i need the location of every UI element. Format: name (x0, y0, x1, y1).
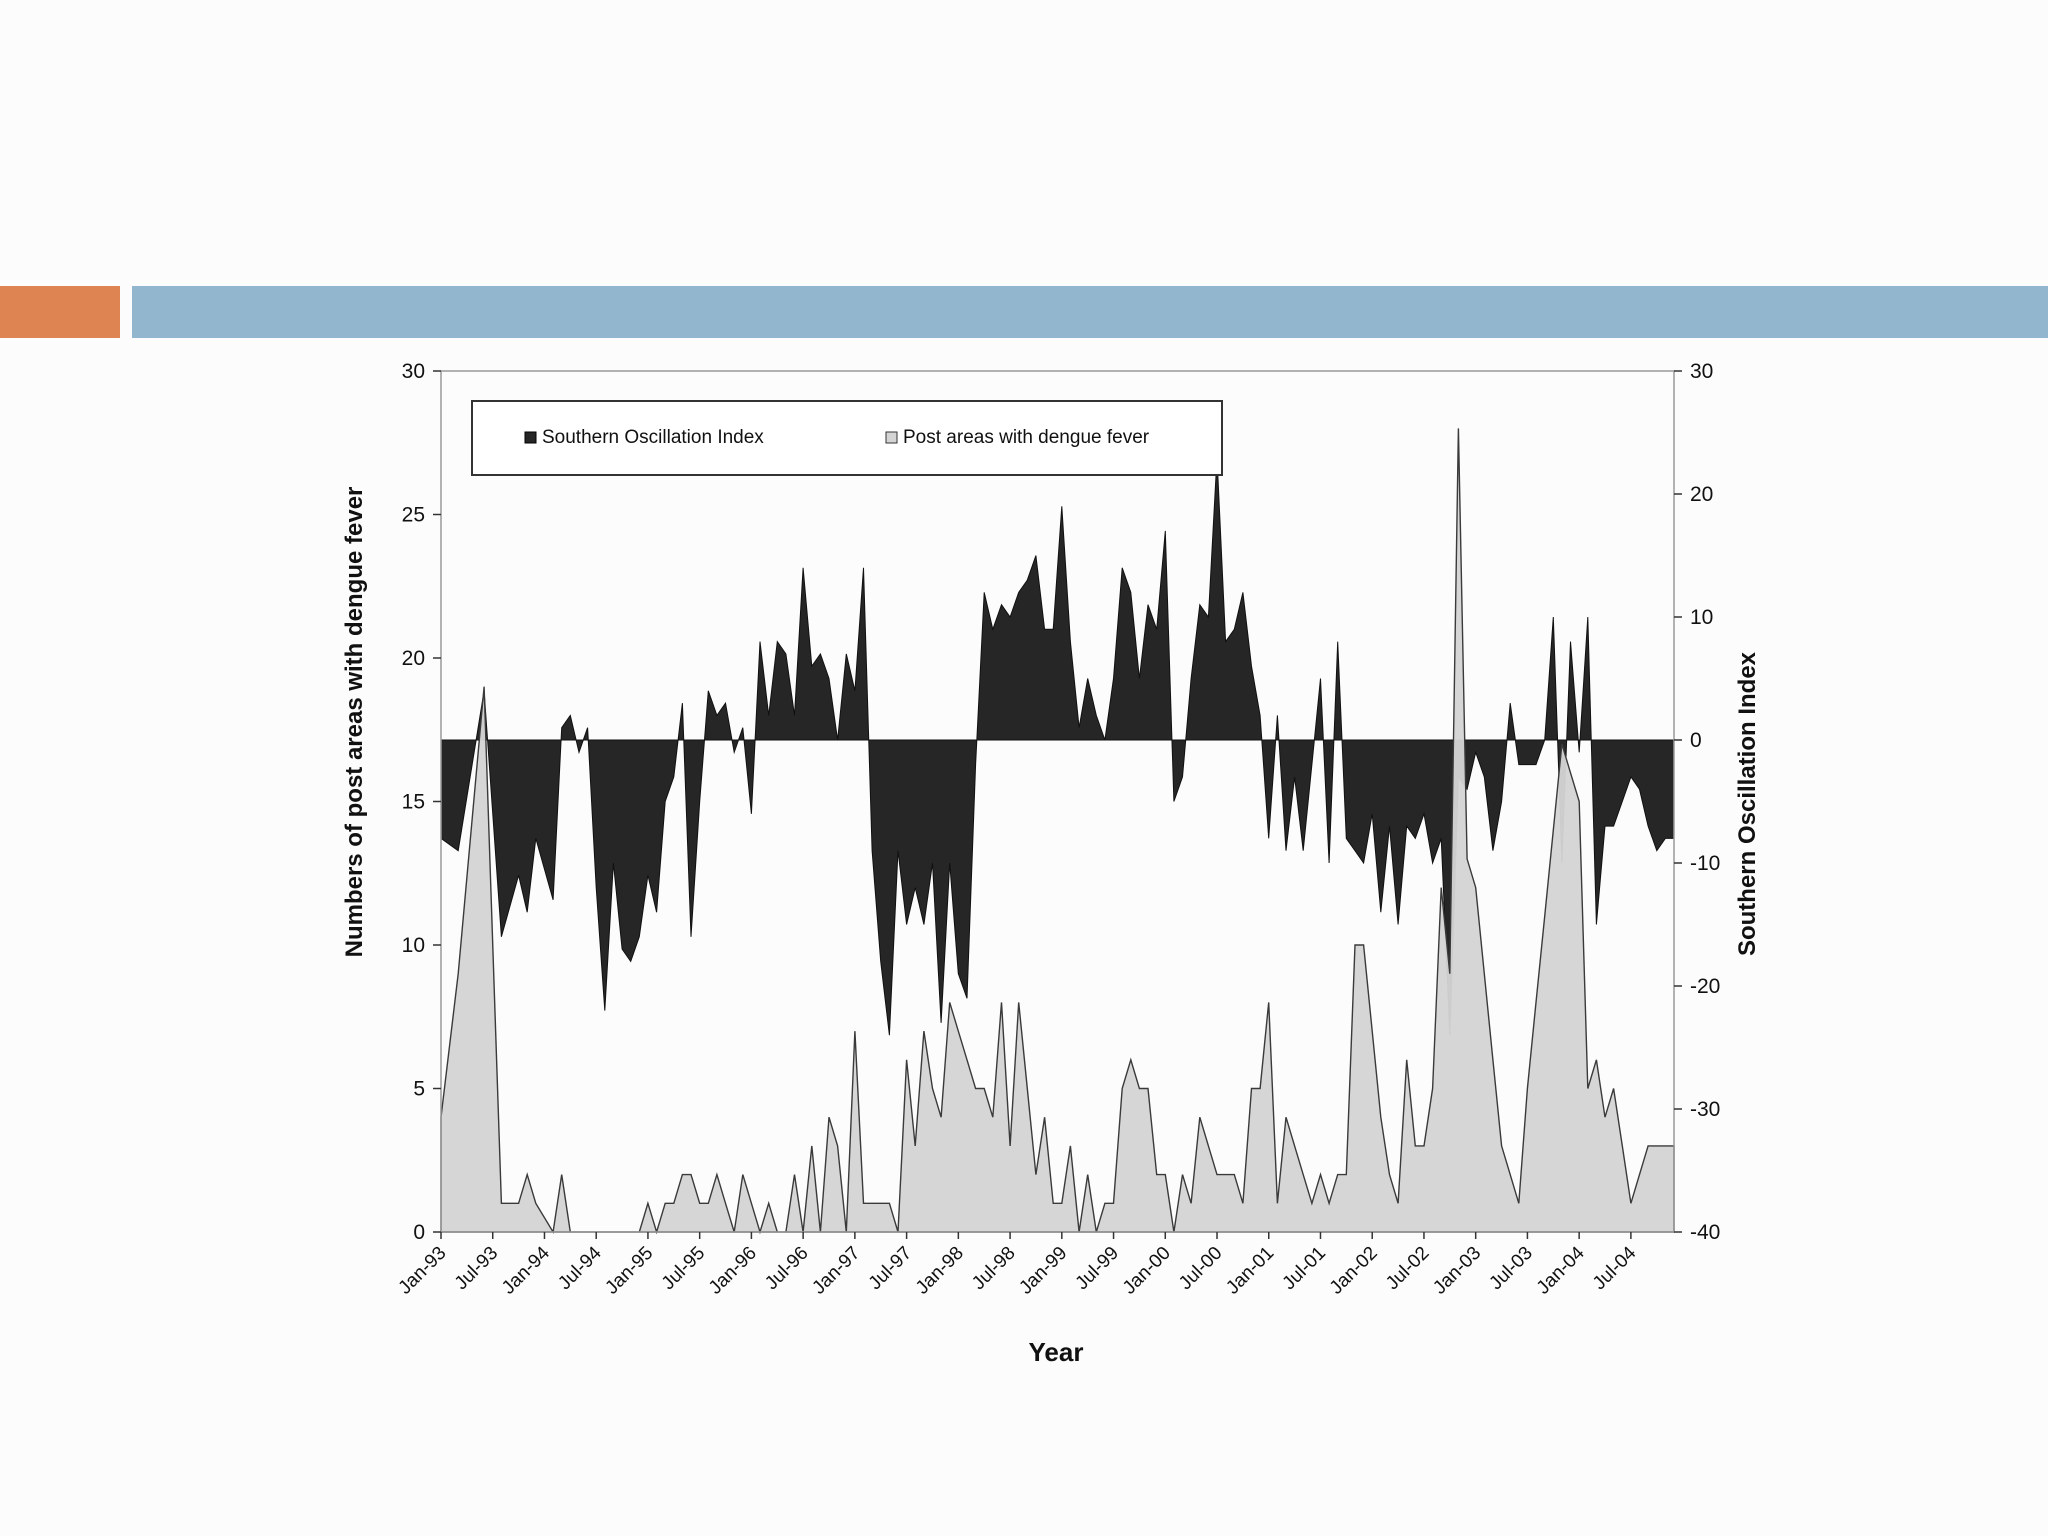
x-axis-tick-label: Jan-04 (1533, 1242, 1589, 1298)
left-axis-tick-label: 20 (402, 647, 425, 670)
x-axis-tick-label: Jul-00 (1175, 1243, 1226, 1294)
series-dengue-area (440, 428, 1675, 1235)
left-axis-tick-label: 10 (402, 934, 425, 957)
series-soi-area (440, 457, 1675, 1036)
x-axis-tick-label: Jan-00 (1119, 1243, 1175, 1299)
left-axis-tick-label: 25 (402, 504, 425, 527)
right-axis-tick-label: 10 (1690, 606, 1713, 629)
x-axis-tick-label: Jul-02 (1382, 1243, 1433, 1294)
legend-label-dengue: Post areas with dengue fever (903, 427, 1150, 448)
right-axis: -40 -30 -20 -10 0 10 20 30 (1674, 360, 1720, 1244)
x-axis-tick-label: Jul-01 (1279, 1243, 1330, 1294)
right-axis-tick-label: -40 (1690, 1221, 1720, 1244)
x-axis-tick-label: Jul-03 (1485, 1243, 1536, 1294)
right-axis-tick-label: -30 (1690, 1098, 1720, 1121)
y-axis-left-label: Numbers of post areas with dengue fever (341, 487, 368, 958)
x-axis-label: Year (1029, 1337, 1084, 1367)
x-axis-tick-label: Jan-99 (1015, 1243, 1071, 1299)
right-axis-tick-label: 0 (1690, 729, 1702, 752)
x-axis-tick-label: Jul-95 (658, 1243, 709, 1294)
x-axis-tick-label: Jan-97 (808, 1243, 864, 1299)
right-axis-tick-label: -10 (1690, 852, 1720, 875)
x-axis-tick-label: Jul-94 (554, 1242, 606, 1294)
y-axis-right-label: Southern Oscillation Index (1734, 651, 1761, 956)
slide-accent-bar (0, 286, 120, 338)
x-axis-tick-label: Jan-03 (1429, 1243, 1485, 1299)
slide-title-bar (132, 286, 2048, 338)
x-axis-tick-label: Jul-04 (1589, 1242, 1641, 1294)
chart-plot-area (440, 428, 1675, 1235)
chart-legend: Southern Oscillation Index Post areas wi… (471, 400, 1223, 476)
right-axis-tick-label: -20 (1690, 975, 1720, 998)
x-axis-tick-label: Jan-95 (601, 1243, 657, 1299)
left-axis-tick-label: 30 (402, 360, 425, 383)
left-axis-tick-label: 15 (402, 791, 425, 814)
x-axis-tick-label: Jul-97 (865, 1243, 916, 1294)
x-axis-tick-label: Jan-93 (395, 1243, 451, 1299)
x-axis-tick-label: Jan-01 (1222, 1243, 1278, 1299)
x-axis-tick-label: Jul-99 (1072, 1243, 1123, 1294)
x-axis-tick-label: Jul-93 (451, 1243, 502, 1294)
left-axis: 0 5 10 15 20 25 30 (402, 360, 441, 1244)
x-axis-tick-label: Jan-98 (912, 1243, 968, 1299)
legend-swatch-dengue (885, 431, 898, 444)
legend-swatch-soi (524, 431, 537, 444)
legend-box (471, 400, 1223, 476)
x-axis-tick-label: Jul-96 (761, 1243, 812, 1294)
left-axis-tick-label: 5 (413, 1078, 425, 1101)
legend-label-soi: Southern Oscillation Index (542, 427, 764, 448)
x-axis-tick-label: Jan-02 (1326, 1243, 1382, 1299)
left-axis-tick-label: 0 (413, 1221, 425, 1244)
x-axis-tick-label: Jan-94 (498, 1242, 554, 1298)
x-axis-tick-label: Jul-98 (968, 1243, 1019, 1294)
right-axis-tick-label: 20 (1690, 483, 1713, 506)
x-axis-tick-label: Jan-96 (705, 1243, 761, 1299)
right-axis-tick-label: 30 (1690, 360, 1713, 383)
